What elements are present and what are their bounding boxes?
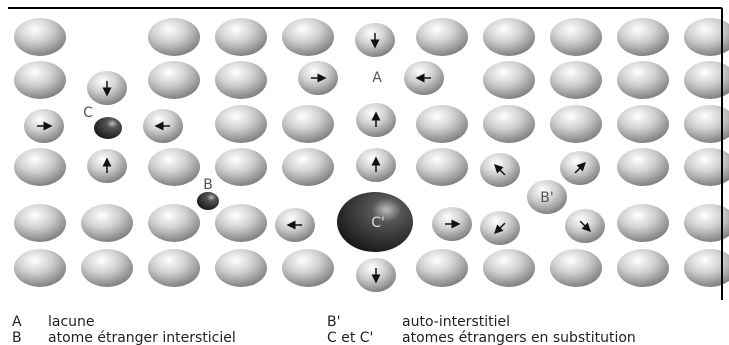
label-c-prime: C' xyxy=(371,215,385,231)
atom xyxy=(416,105,468,143)
legend-key: C et C' xyxy=(327,330,373,345)
atom xyxy=(148,204,200,242)
legend-text: lacune xyxy=(48,314,95,330)
atom xyxy=(282,105,334,143)
atom xyxy=(416,249,468,287)
atom xyxy=(483,18,535,56)
atom xyxy=(617,148,669,186)
legend-key: B xyxy=(12,330,22,345)
atom xyxy=(14,61,66,99)
atom xyxy=(14,204,66,242)
atom xyxy=(81,249,133,287)
atom xyxy=(14,249,66,287)
atom xyxy=(617,249,669,287)
atom xyxy=(550,249,602,287)
atom xyxy=(483,249,535,287)
atom xyxy=(215,61,267,99)
atom xyxy=(483,105,535,143)
interstitial-b xyxy=(197,192,219,210)
atom xyxy=(148,61,200,99)
atom xyxy=(282,249,334,287)
atom xyxy=(617,105,669,143)
atom xyxy=(81,204,133,242)
atom xyxy=(215,105,267,143)
atom xyxy=(148,148,200,186)
atom xyxy=(148,18,200,56)
atom xyxy=(148,249,200,287)
atom xyxy=(215,148,267,186)
diagram: A B B' C C' A lacune B atome étranger in… xyxy=(0,0,729,345)
atom xyxy=(550,61,602,99)
atom xyxy=(215,204,267,242)
legend-text: atomes étrangers en substitution xyxy=(402,330,636,345)
atom xyxy=(617,204,669,242)
atom xyxy=(215,18,267,56)
atom xyxy=(215,249,267,287)
legend-key: A xyxy=(12,314,22,330)
atom xyxy=(550,105,602,143)
legend-key: B' xyxy=(327,314,340,330)
atom xyxy=(483,61,535,99)
atom xyxy=(282,18,334,56)
label-a: A xyxy=(372,70,382,86)
atom xyxy=(282,148,334,186)
atom xyxy=(416,18,468,56)
atom xyxy=(617,18,669,56)
label-b-prime: B' xyxy=(540,190,553,206)
atom xyxy=(14,18,66,56)
legend-text: atome étranger intersticiel xyxy=(48,330,236,345)
atom xyxy=(617,61,669,99)
atom xyxy=(416,148,468,186)
atom xyxy=(14,148,66,186)
atom xyxy=(550,18,602,56)
foreign-atom-c xyxy=(94,117,122,139)
legend-text: auto-interstitiel xyxy=(402,314,510,330)
label-b: B xyxy=(203,177,213,193)
label-c: C xyxy=(83,105,93,121)
